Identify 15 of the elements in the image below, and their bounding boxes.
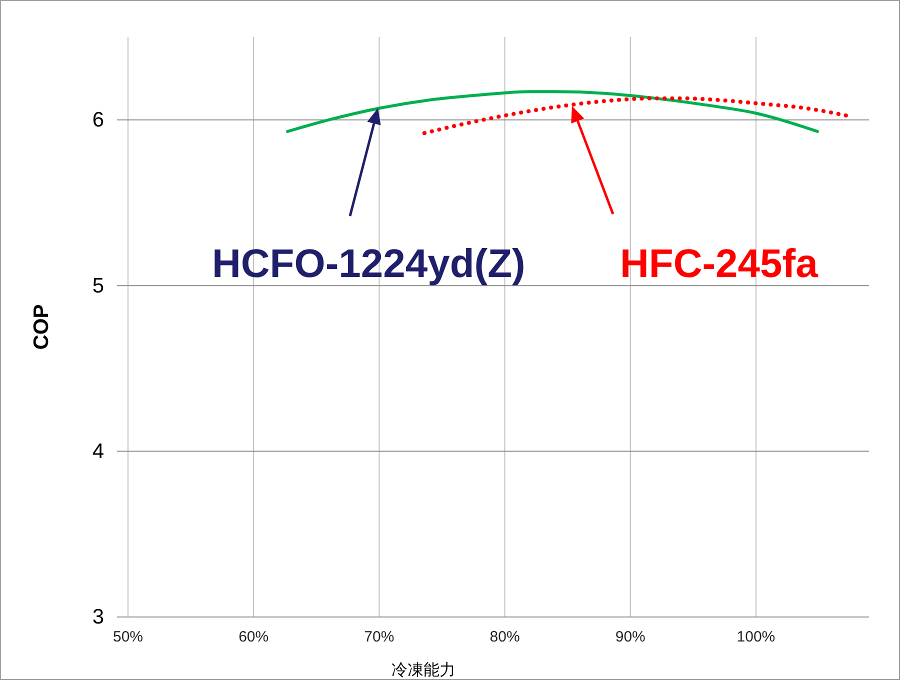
y-tick-label: 6: [92, 108, 104, 132]
y-tick-label: 5: [92, 274, 104, 298]
x-axis-title: 冷凍能力: [392, 661, 456, 679]
x-tick-label: 70%: [364, 628, 394, 646]
x-tick-label: 90%: [615, 628, 646, 646]
x-tick-label: 100%: [736, 628, 776, 646]
annotation: HFC-245fa: [620, 242, 819, 286]
y-tick-label: 3: [92, 606, 104, 629]
annotation: HCFO-1224yd(Z): [212, 242, 526, 286]
y-tick-label: 4: [92, 440, 104, 464]
x-tick-label: 60%: [238, 628, 269, 646]
y-axis-title: COP: [30, 304, 53, 350]
x-tick-label: 50%: [112, 628, 144, 646]
line-series: [286, 90, 820, 133]
x-tick-label: 80%: [490, 628, 520, 646]
